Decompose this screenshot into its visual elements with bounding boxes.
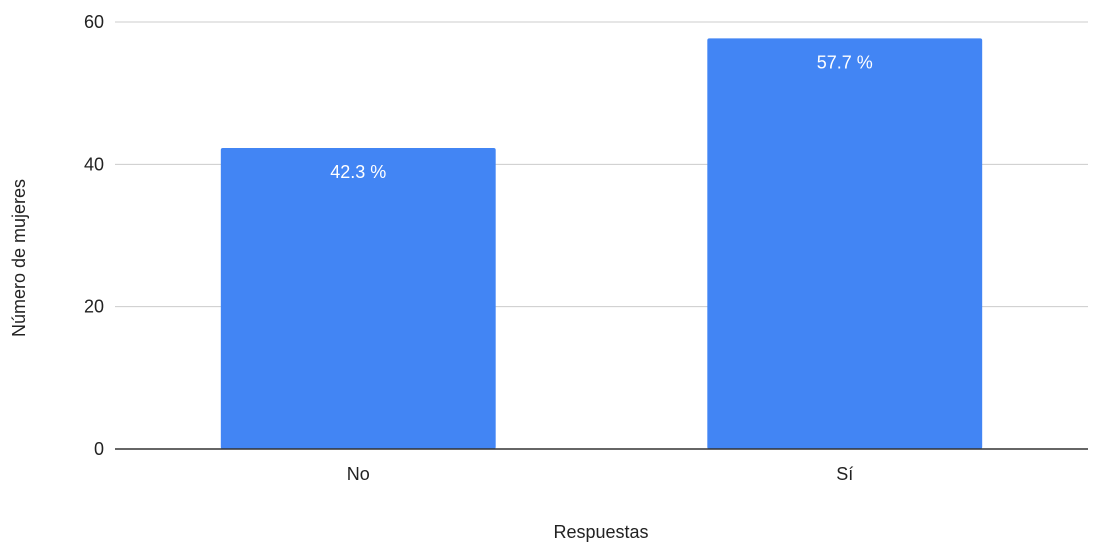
data-label: 57.7 % — [817, 52, 873, 72]
y-axis-title: Número de mujeres — [9, 179, 29, 337]
y-tick-label: 40 — [84, 154, 104, 174]
x-tick-label: Sí — [836, 464, 853, 484]
x-axis-title: Respuestas — [553, 522, 648, 542]
x-tick-label: No — [347, 464, 370, 484]
bar — [707, 38, 983, 449]
y-tick-label: 0 — [94, 439, 104, 459]
data-label: 42.3 % — [330, 162, 386, 182]
bars — [220, 38, 983, 449]
y-tick-label: 20 — [84, 297, 104, 317]
y-tick-label: 60 — [84, 12, 104, 32]
y-tick-labels: 0 20 40 60 — [84, 12, 104, 459]
bar — [220, 147, 496, 449]
x-tick-labels: No Sí — [347, 464, 854, 484]
data-labels: 42.3 % 57.7 % — [330, 52, 873, 182]
